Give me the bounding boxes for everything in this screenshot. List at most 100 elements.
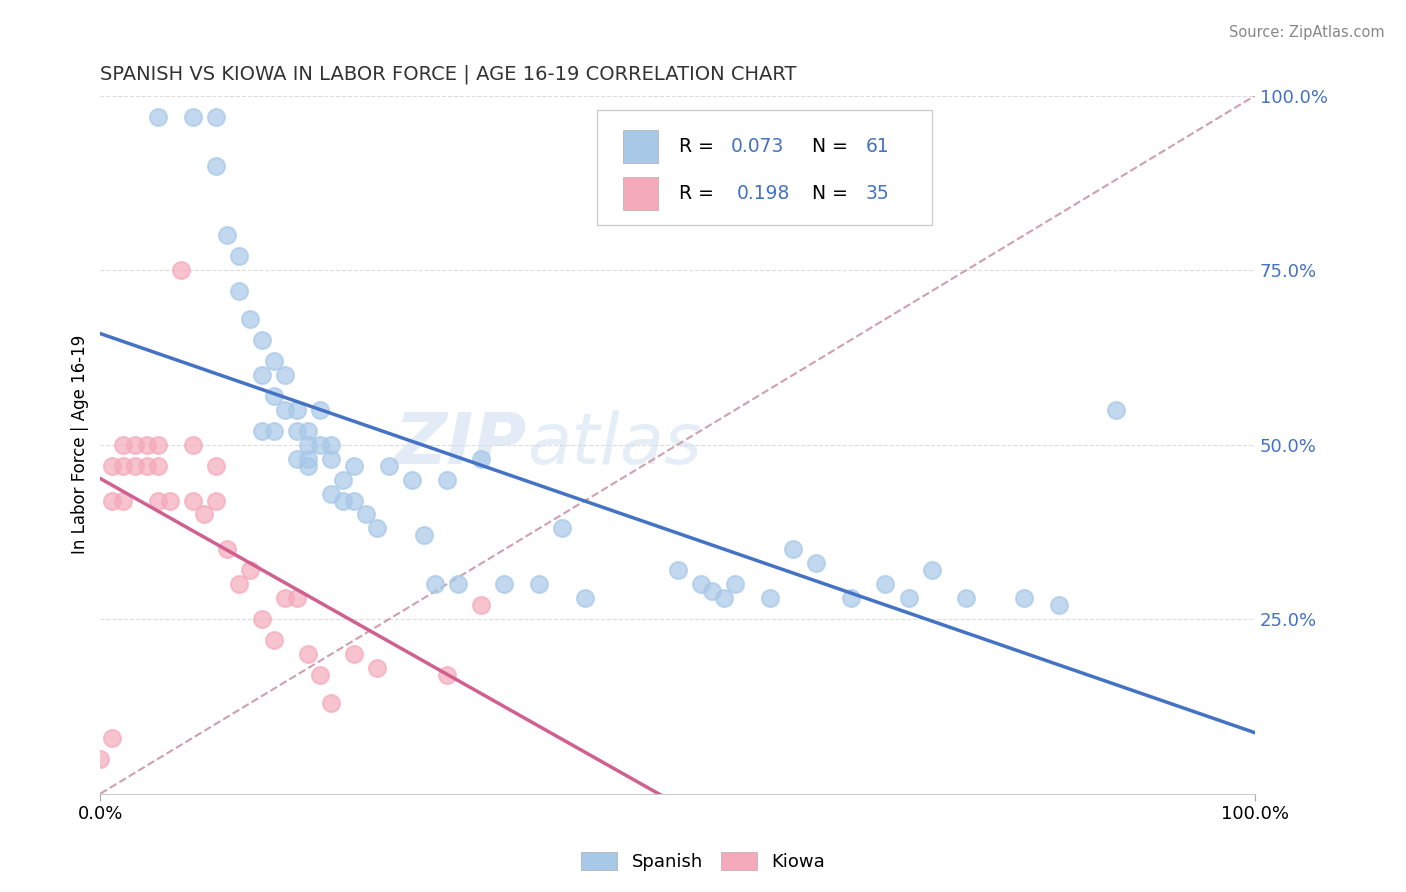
Point <box>204 110 226 124</box>
Point <box>425 577 447 591</box>
Point <box>124 458 146 473</box>
Point <box>135 438 157 452</box>
Point <box>181 493 204 508</box>
Legend: Spanish, Kiowa: Spanish, Kiowa <box>574 845 832 879</box>
Point <box>181 110 204 124</box>
Point <box>527 577 550 591</box>
Point <box>297 451 319 466</box>
Point <box>135 458 157 473</box>
Point <box>804 557 827 571</box>
Point <box>274 402 297 417</box>
Point <box>321 451 343 466</box>
Point <box>217 542 239 557</box>
Point <box>343 493 366 508</box>
Point <box>239 563 262 577</box>
Text: SPANISH VS KIOWA IN LABOR FORCE | AGE 16-19 CORRELATION CHART: SPANISH VS KIOWA IN LABOR FORCE | AGE 16… <box>100 64 797 84</box>
Point <box>782 542 804 557</box>
Point <box>1047 599 1070 613</box>
Point <box>666 563 689 577</box>
Point <box>332 473 354 487</box>
Point <box>204 159 226 173</box>
Point <box>436 473 458 487</box>
Point <box>285 591 308 606</box>
Point <box>285 451 308 466</box>
Point <box>285 402 308 417</box>
Text: R =: R = <box>679 184 725 203</box>
Point <box>343 647 366 661</box>
Y-axis label: In Labor Force | Age 16-19: In Labor Force | Age 16-19 <box>72 335 89 554</box>
Point <box>297 647 319 661</box>
Point <box>470 599 492 613</box>
Point <box>401 473 423 487</box>
Point <box>146 493 169 508</box>
Text: 0.073: 0.073 <box>731 137 785 156</box>
FancyBboxPatch shape <box>596 110 932 225</box>
Point <box>297 424 319 438</box>
Point <box>574 591 596 606</box>
Point <box>297 438 319 452</box>
Text: N =: N = <box>800 137 853 156</box>
Point <box>689 577 711 591</box>
Text: 61: 61 <box>866 137 890 156</box>
Point <box>274 591 297 606</box>
Point <box>228 577 250 591</box>
Point <box>239 312 262 326</box>
Point <box>263 424 285 438</box>
Point <box>124 438 146 452</box>
Point <box>297 458 319 473</box>
Text: R =: R = <box>679 137 720 156</box>
Point <box>343 458 366 473</box>
Point <box>713 591 735 606</box>
Point <box>146 438 169 452</box>
Point <box>897 591 920 606</box>
Point <box>228 249 250 263</box>
Point <box>839 591 862 606</box>
Point <box>321 696 343 710</box>
Bar <box>623 177 658 211</box>
Point <box>112 438 135 452</box>
Text: 0.198: 0.198 <box>737 184 790 203</box>
Point <box>159 493 181 508</box>
Point <box>494 577 516 591</box>
Point <box>875 577 897 591</box>
Text: atlas: atlas <box>527 410 702 479</box>
Point <box>1105 402 1128 417</box>
Point <box>702 584 724 599</box>
Point <box>89 752 111 766</box>
Bar <box>623 130 658 163</box>
Point <box>101 458 124 473</box>
Point <box>308 402 330 417</box>
Point <box>146 458 169 473</box>
Point <box>193 508 215 522</box>
Point <box>263 354 285 368</box>
Point <box>366 521 388 535</box>
Point <box>263 633 285 648</box>
Point <box>321 486 343 500</box>
Point <box>759 591 782 606</box>
Point <box>436 668 458 682</box>
Point <box>112 493 135 508</box>
Point <box>285 424 308 438</box>
Text: Source: ZipAtlas.com: Source: ZipAtlas.com <box>1229 25 1385 40</box>
Point <box>112 458 135 473</box>
Text: ZIP: ZIP <box>395 410 527 479</box>
Point <box>332 493 354 508</box>
Point <box>146 110 169 124</box>
Text: N =: N = <box>800 184 853 203</box>
Point <box>354 508 377 522</box>
Point <box>250 612 273 626</box>
Point <box>470 451 492 466</box>
Point <box>447 577 470 591</box>
Point <box>321 438 343 452</box>
Point <box>217 228 239 243</box>
Point <box>250 424 273 438</box>
Point <box>308 438 330 452</box>
Point <box>170 263 193 277</box>
Point <box>724 577 747 591</box>
Point <box>366 661 388 675</box>
Point <box>204 458 226 473</box>
Text: 35: 35 <box>866 184 890 203</box>
Point <box>263 389 285 403</box>
Point <box>308 668 330 682</box>
Point <box>101 731 124 745</box>
